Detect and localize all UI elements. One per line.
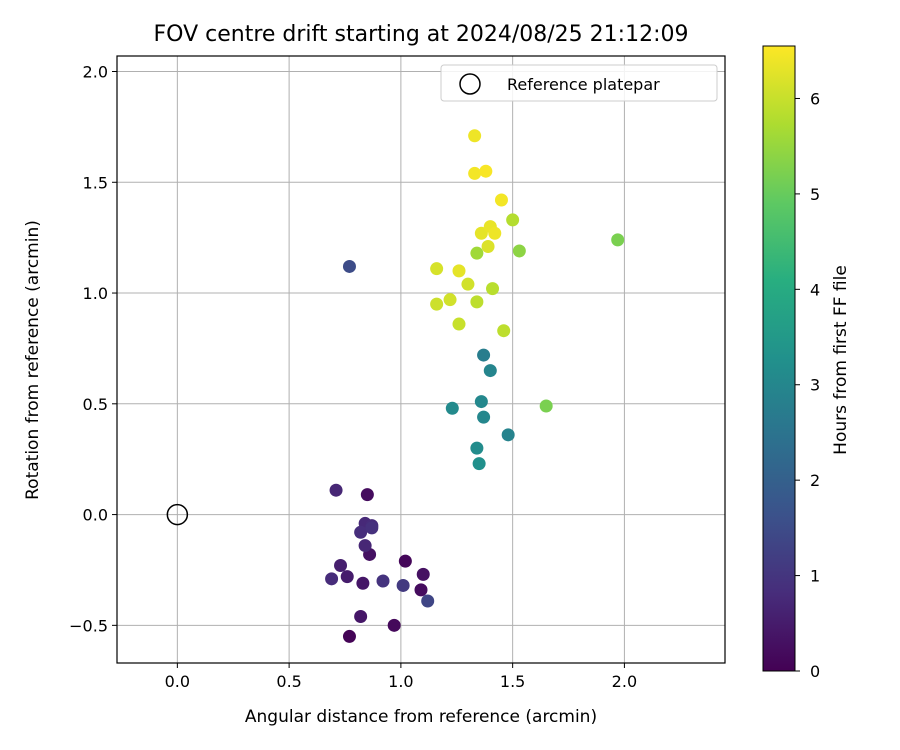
y-tick-label: 2.0 <box>83 63 108 82</box>
y-axis-ticks: −0.5 0.0 0.5 1.0 1.5 2.0 <box>69 63 117 635</box>
data-point <box>416 567 430 581</box>
data-point <box>486 282 500 296</box>
y-tick-label: 0.5 <box>83 395 108 414</box>
data-point <box>387 618 401 632</box>
data-point <box>470 441 484 455</box>
x-axis-ticks: 0.0 0.5 1.0 1.5 2.0 <box>165 663 637 691</box>
legend: Reference platepar <box>440 64 718 102</box>
data-point <box>461 277 475 291</box>
plot-area-frame <box>116 55 726 664</box>
colorbar-tick-label: 4 <box>810 280 820 299</box>
y-tick-label: 1.5 <box>83 173 108 192</box>
data-point <box>479 164 493 178</box>
data-point <box>497 324 511 338</box>
data-point <box>421 594 435 608</box>
data-point <box>354 609 368 623</box>
data-point <box>354 525 368 539</box>
data-point <box>325 572 339 586</box>
colorbar-label: Hours from first FF file <box>831 265 851 455</box>
data-point <box>445 401 459 415</box>
data-point <box>396 578 410 592</box>
colorbar-gradient <box>762 45 796 672</box>
data-point <box>452 317 466 331</box>
data-point <box>360 488 374 502</box>
data-point <box>340 570 354 584</box>
colorbar-tick-label: 0 <box>810 662 820 681</box>
colorbar-ticks: 0 1 2 3 4 5 6 <box>795 89 820 681</box>
data-point <box>506 213 520 227</box>
data-point <box>430 297 444 311</box>
scatter-points <box>325 129 625 643</box>
y-tick-label: 0.0 <box>83 506 108 525</box>
data-point <box>342 259 356 273</box>
data-point <box>494 193 508 207</box>
y-tick-label: −0.5 <box>69 616 108 635</box>
data-point <box>474 395 488 409</box>
chart-title: FOV centre drift starting at 2024/08/25 … <box>154 22 689 47</box>
x-axis-label: Angular distance from reference (arcmin) <box>245 707 597 727</box>
data-point <box>414 583 428 597</box>
data-point <box>443 293 457 307</box>
reference-marker <box>166 503 189 526</box>
data-point <box>468 166 482 180</box>
y-axis-label: Rotation from reference (arcmin) <box>23 220 43 500</box>
data-point <box>481 240 495 254</box>
colorbar-tick-label: 6 <box>810 89 820 108</box>
data-point <box>452 264 466 278</box>
x-tick-label: 0.0 <box>165 672 190 691</box>
data-point <box>334 559 348 573</box>
data-point <box>611 233 625 247</box>
data-point <box>488 226 502 240</box>
data-point <box>483 364 497 378</box>
data-point <box>468 129 482 143</box>
colorbar-tick-label: 3 <box>810 376 820 395</box>
x-tick-label: 1.0 <box>388 672 413 691</box>
x-tick-label: 2.0 <box>612 672 637 691</box>
data-point <box>365 521 379 535</box>
legend-label-reference-platepar: Reference platepar <box>507 75 660 94</box>
data-point <box>430 262 444 276</box>
data-point <box>329 483 343 497</box>
data-point <box>512 244 526 258</box>
x-tick-label: 1.5 <box>500 672 525 691</box>
x-tick-label: 0.5 <box>276 672 301 691</box>
data-point <box>398 554 412 568</box>
data-point <box>470 295 484 309</box>
data-point <box>356 576 370 590</box>
colorbar-tick-label: 5 <box>810 185 820 204</box>
data-point <box>342 629 356 643</box>
data-point <box>472 457 486 471</box>
reference-platepar-marker <box>166 503 189 526</box>
grid-lines <box>117 56 725 663</box>
data-point <box>539 399 553 413</box>
legend-reference-marker <box>459 73 481 95</box>
data-point <box>501 428 515 442</box>
data-point <box>477 348 491 362</box>
data-point <box>477 410 491 424</box>
data-point <box>358 539 372 553</box>
colorbar-tick-label: 2 <box>810 471 820 490</box>
data-point <box>376 574 390 588</box>
colorbar-tick-label: 1 <box>810 567 820 586</box>
y-tick-label: 1.0 <box>83 284 108 303</box>
data-point <box>474 226 488 240</box>
colorbar: 0 1 2 3 4 5 6 Hours from first FF file <box>762 45 851 681</box>
legend-box <box>440 64 718 102</box>
data-point <box>470 246 484 260</box>
